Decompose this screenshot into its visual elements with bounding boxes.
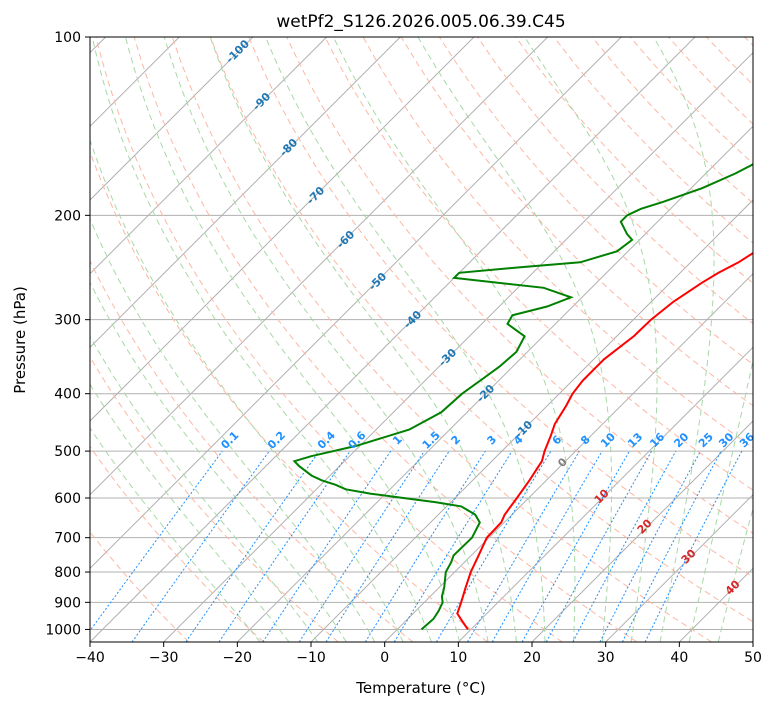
isotherm — [605, 493, 753, 642]
dry-adiabat — [515, 37, 753, 284]
y-tick-label: 500 — [54, 444, 81, 460]
isotherm — [90, 37, 622, 570]
y-tick-label: 1000 — [45, 622, 81, 638]
dry-adiabat — [90, 445, 264, 642]
mixing-ratio-line — [298, 450, 425, 642]
x-tick-label: 50 — [744, 650, 762, 666]
moist-adiabat — [653, 37, 715, 642]
mixing-ratio-line — [491, 450, 603, 642]
x-tick-label: 10 — [449, 650, 467, 666]
temperature-trace — [456, 251, 753, 630]
mixing-ratio-line — [262, 450, 392, 642]
x-tick-label: 20 — [523, 650, 541, 666]
moist-adiabat — [90, 138, 404, 642]
moist-adiabat — [209, 37, 517, 642]
x-tick-label: −10 — [296, 650, 326, 666]
x-tick-label: −40 — [75, 650, 105, 666]
moist-adiabat — [90, 427, 261, 642]
y-tick-label: 800 — [54, 565, 81, 581]
mixing-ratio-line — [218, 450, 351, 642]
x-tick-label: 30 — [597, 650, 615, 666]
y-axis: 100 200 300 400 500 600 700 800 900 1000 — [45, 30, 90, 638]
mixing-ratio-line — [185, 450, 320, 642]
isotherm — [531, 420, 753, 642]
moist-adiabat — [91, 37, 432, 642]
mixing-ratio-line — [521, 450, 630, 642]
dewpoint-trace — [292, 163, 753, 631]
dry-adiabat — [95, 37, 563, 642]
isotherm — [236, 125, 753, 642]
isotherm — [90, 37, 254, 201]
y-tick-label: 200 — [54, 208, 81, 224]
mixing-ratio-line — [90, 450, 223, 632]
moist-adiabat — [717, 506, 753, 642]
x-tick-label: 40 — [670, 650, 688, 666]
mixing-ratio-line — [325, 450, 450, 642]
y-tick-label: 100 — [54, 30, 81, 46]
dry-adiabat — [90, 259, 414, 642]
moist-adiabat — [265, 37, 546, 642]
y-axis-label: Pressure (hPa) — [11, 286, 29, 394]
moist-adiabat — [524, 37, 658, 642]
moist-adiabat — [90, 217, 376, 642]
dry-adiabat — [248, 37, 753, 578]
moist-adiabat — [90, 383, 290, 642]
x-tick-label: −20 — [223, 650, 253, 666]
y-tick-label: 400 — [54, 387, 81, 403]
mixing-ratio-line — [621, 450, 722, 642]
isotherm — [90, 37, 696, 642]
background-lines — [90, 37, 753, 642]
moist-adiabat — [163, 37, 489, 642]
x-tick-label: −30 — [149, 650, 179, 666]
dry-adiabat — [324, 37, 753, 491]
moist-adiabat — [125, 37, 461, 642]
isotherm — [90, 37, 475, 422]
chart-title: wetPf2_S126.2026.005.06.39.C45 — [276, 12, 565, 32]
moist-adiabat — [417, 37, 612, 642]
y-tick-label: 300 — [54, 313, 81, 329]
x-axis: −40 −30 −20 −10 0 10 20 30 40 50 — [75, 642, 762, 666]
dry-adiabat — [171, 37, 712, 642]
mixing-ratio-line — [545, 450, 653, 642]
x-axis-label: Temperature (°C) — [355, 679, 485, 697]
dry-adiabat — [210, 37, 753, 623]
plot-frame — [89, 36, 754, 643]
moist-adiabat — [688, 358, 753, 642]
y-tick-label: 900 — [54, 595, 81, 611]
x-tick-label: 0 — [380, 650, 389, 666]
moist-adiabat — [332, 37, 576, 642]
mixing-ratio-line — [131, 450, 270, 642]
mixing-ratio-line — [393, 450, 513, 642]
y-tick-label: 600 — [54, 491, 81, 507]
sounding-series — [292, 163, 753, 631]
moist-adiabat — [90, 335, 319, 642]
isotherm — [90, 37, 328, 275]
dry-adiabat — [286, 37, 753, 534]
mixing-ratio-line — [644, 450, 743, 642]
moist-adiabat — [90, 281, 347, 642]
y-tick-label: 700 — [54, 531, 81, 547]
mixing-ratio-line — [572, 450, 677, 642]
isotherm — [90, 37, 549, 496]
isotherm — [90, 37, 401, 349]
dry-adiabat — [90, 356, 339, 642]
isotherm — [163, 51, 753, 642]
isotherm — [457, 346, 753, 642]
